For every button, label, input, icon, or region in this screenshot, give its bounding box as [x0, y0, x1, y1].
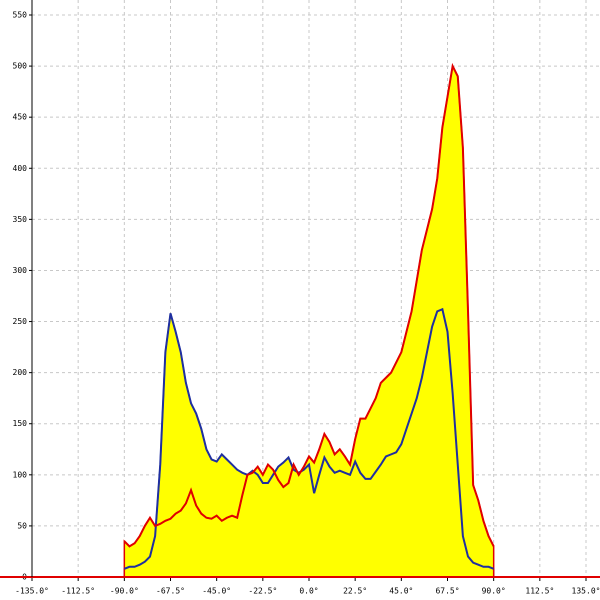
y-tick-label: 250 — [13, 317, 28, 326]
x-tick-label: -45.0° — [202, 587, 231, 596]
x-tick-label: -22.5° — [248, 587, 277, 596]
x-tick-label: -67.5° — [156, 587, 185, 596]
x-tick-label: -135.0° — [15, 587, 49, 596]
series-line — [123, 307, 495, 570]
y-tick-label: 100 — [13, 470, 28, 479]
x-tick-label: 22.5° — [343, 587, 367, 596]
y-tick-label: 200 — [13, 368, 28, 377]
x-tick-label: 45.0° — [389, 587, 413, 596]
x-tick-label: 135.0° — [572, 587, 600, 596]
y-tick-label: 550 — [13, 11, 28, 20]
x-tick-label: 112.5° — [525, 587, 554, 596]
y-tick-label: 500 — [13, 62, 28, 71]
x-tick-label: 0.0° — [299, 587, 318, 596]
series-line — [123, 62, 495, 548]
x-tick-label: 67.5° — [435, 587, 459, 596]
y-tick-label: 350 — [13, 215, 28, 224]
y-tick-label: 50 — [17, 521, 27, 530]
x-tick-label: -90.0° — [110, 587, 139, 596]
x-tick-label: 90.0° — [482, 587, 506, 596]
y-tick-label: 300 — [13, 266, 28, 275]
y-tick-label: 450 — [13, 113, 28, 122]
y-tick-label: 150 — [13, 419, 28, 428]
y-tick-label: 400 — [13, 164, 28, 173]
x-tick-label: -112.5° — [61, 587, 95, 596]
